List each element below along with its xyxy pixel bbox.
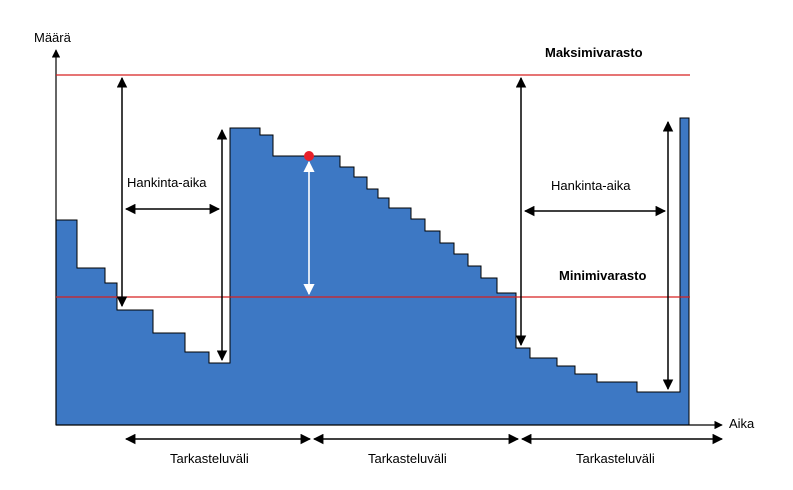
review-period-label: Tarkasteluväli <box>170 451 249 466</box>
order-point-marker <box>304 151 314 161</box>
inventory-level-area <box>55 117 690 426</box>
max-level-label: Maksimivarasto <box>545 45 643 60</box>
review-period-label: Tarkasteluväli <box>576 451 655 466</box>
lead-time-label: Hankinta-aika <box>551 178 631 193</box>
lead-time-label: Hankinta-aika <box>127 175 207 190</box>
y-axis-label: Määrä <box>34 30 72 45</box>
min-level-label: Minimivarasto <box>559 268 646 283</box>
x-axis-label: Aika <box>729 416 755 431</box>
review-period-label: Tarkasteluväli <box>368 451 447 466</box>
